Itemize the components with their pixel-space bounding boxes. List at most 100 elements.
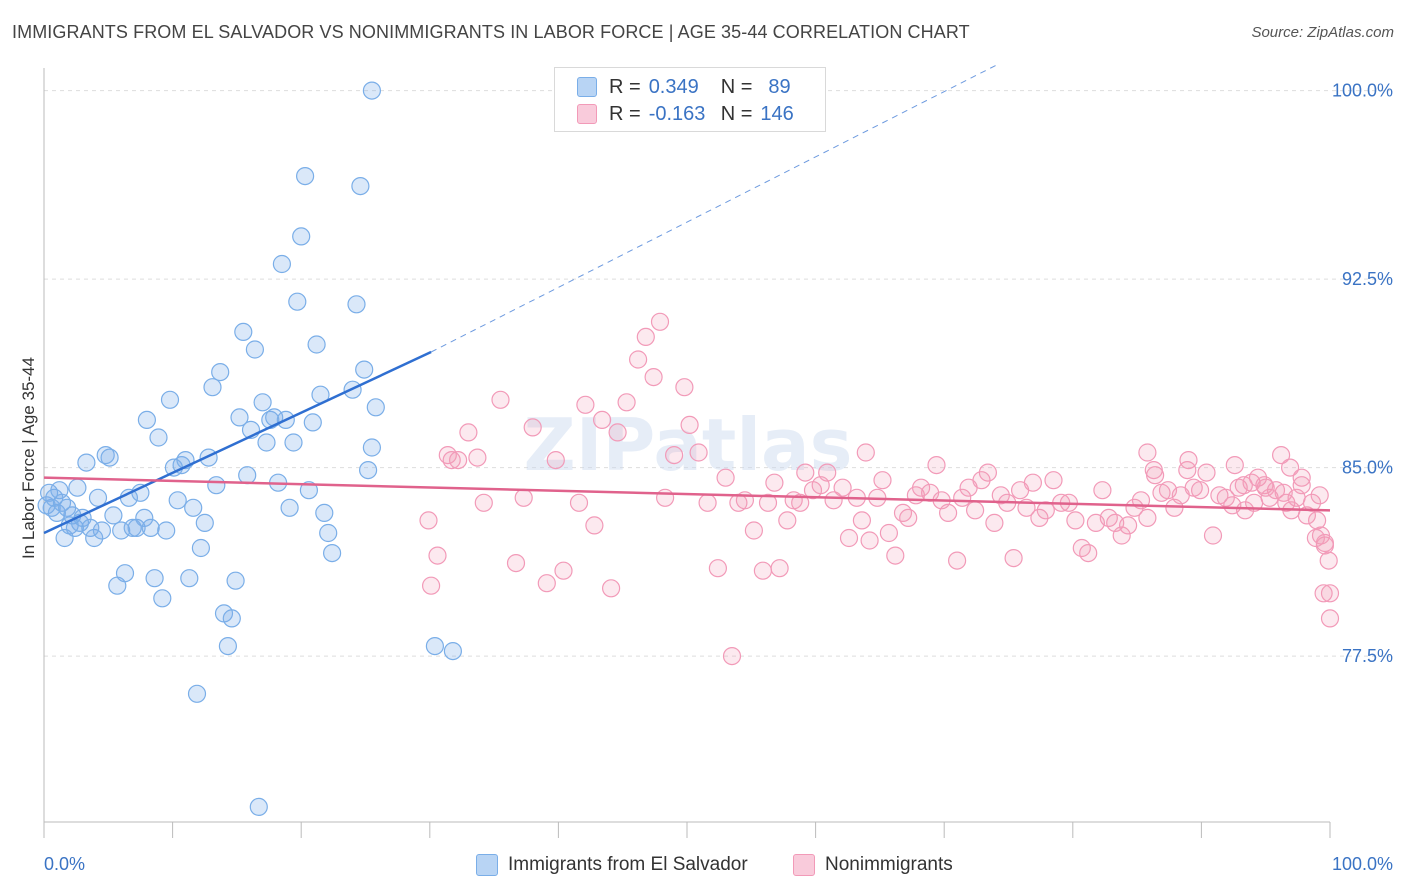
- point-nonimmigrants: [680, 415, 699, 434]
- point-nonimmigrants: [644, 368, 663, 387]
- point-immigrants: [222, 609, 241, 628]
- point-immigrants: [253, 393, 272, 412]
- point-immigrants: [207, 476, 226, 495]
- point-nonimmigrants: [474, 493, 493, 512]
- point-nonimmigrants: [506, 553, 526, 573]
- point-nonimmigrants: [1030, 508, 1049, 528]
- point-immigrants: [272, 254, 291, 274]
- legend-n-value: 146: [760, 102, 794, 125]
- point-nonimmigrants: [1190, 481, 1210, 500]
- point-immigrants: [184, 498, 203, 517]
- point-nonimmigrants: [991, 486, 1010, 505]
- point-nonimmigrants: [1179, 451, 1198, 470]
- point-immigrants: [315, 503, 334, 523]
- point-immigrants: [135, 508, 154, 528]
- point-nonimmigrants: [628, 350, 648, 369]
- y-axis-label: In Labor Force | Age 35-44: [19, 357, 38, 559]
- point-nonimmigrants: [758, 493, 778, 512]
- point-nonimmigrants: [708, 559, 728, 578]
- point-immigrants: [123, 518, 142, 538]
- point-nonimmigrants: [554, 561, 573, 580]
- point-immigrants: [195, 513, 214, 533]
- point-immigrants: [160, 390, 180, 409]
- point-nonimmigrants: [833, 478, 852, 497]
- point-nonimmigrants: [1319, 551, 1338, 570]
- point-immigrants: [351, 177, 370, 196]
- gridlines: [44, 90, 1390, 657]
- point-nonimmigrants: [824, 491, 843, 510]
- point-nonimmigrants: [1004, 548, 1023, 568]
- point-nonimmigrants: [1292, 476, 1311, 495]
- point-nonimmigrants: [1280, 458, 1300, 477]
- point-immigrants: [226, 571, 245, 590]
- point-nonimmigrants: [1310, 486, 1329, 505]
- legend-r-value: -0.163: [648, 102, 706, 125]
- point-nonimmigrants: [1036, 501, 1055, 520]
- trend-layer: [43, 65, 1331, 535]
- point-nonimmigrants: [770, 559, 789, 578]
- point-nonimmigrants: [608, 423, 627, 442]
- y-tick-label: 92.5%: [1342, 269, 1393, 289]
- point-nonimmigrants: [927, 456, 946, 475]
- x-min-label: 0.0%: [44, 854, 85, 874]
- point-nonimmigrants: [1044, 471, 1063, 490]
- point-nonimmigrants: [1118, 516, 1138, 535]
- point-immigrants: [168, 491, 187, 510]
- legend-n-value: 89: [768, 75, 791, 98]
- point-immigrants: [47, 503, 67, 523]
- x-ticks: [43, 822, 1331, 838]
- point-nonimmigrants: [911, 478, 931, 497]
- bottom-legend-label: Nonimmigrants: [825, 854, 953, 875]
- bottom-legend-swatch-blue: [476, 854, 498, 876]
- point-immigrants: [303, 413, 322, 432]
- point-nonimmigrants: [1274, 483, 1293, 502]
- point-immigrants: [323, 543, 342, 563]
- point-immigrants: [104, 506, 123, 525]
- point-nonimmigrants: [839, 528, 859, 548]
- point-nonimmigrants: [617, 393, 636, 412]
- x-max-label: 100.0%: [1332, 854, 1393, 874]
- point-immigrants: [85, 528, 104, 548]
- point-immigrants: [257, 433, 276, 452]
- point-immigrants: [112, 521, 131, 540]
- point-immigrants: [355, 360, 374, 379]
- point-immigrants: [180, 569, 199, 588]
- point-nonimmigrants: [675, 378, 694, 397]
- point-nonimmigrants: [422, 576, 441, 595]
- point-nonimmigrants: [1066, 511, 1085, 530]
- point-immigrants: [230, 408, 249, 427]
- point-nonimmigrants: [468, 448, 487, 467]
- trend-line-nonimmigrants: [43, 476, 1331, 512]
- point-immigrants: [81, 518, 100, 538]
- bottom-legend-blue: Immigrants from El Salvador: [476, 852, 748, 878]
- point-nonimmigrants: [1292, 468, 1311, 487]
- point-nonimmigrants: [1197, 463, 1216, 482]
- point-nonimmigrants: [873, 471, 892, 490]
- point-nonimmigrants: [1144, 461, 1163, 480]
- point-nonimmigrants: [569, 493, 589, 512]
- point-immigrants: [238, 466, 257, 485]
- point-nonimmigrants: [744, 521, 764, 540]
- point-nonimmigrants: [965, 501, 985, 520]
- point-nonimmigrants: [1138, 508, 1157, 528]
- point-nonimmigrants: [879, 523, 899, 543]
- point-nonimmigrants: [1138, 443, 1157, 462]
- point-nonimmigrants: [796, 463, 815, 482]
- bottom-legend-swatch-pink: [793, 854, 815, 876]
- point-immigrants: [288, 292, 307, 311]
- point-immigrants: [115, 564, 135, 583]
- point-nonimmigrants: [818, 463, 837, 482]
- point-nonimmigrants: [546, 451, 565, 470]
- point-immigrants: [92, 521, 112, 540]
- point-nonimmigrants: [899, 508, 918, 528]
- point-immigrants: [100, 448, 119, 467]
- point-nonimmigrants: [514, 488, 533, 507]
- point-nonimmigrants: [698, 493, 717, 512]
- point-nonimmigrants: [601, 579, 621, 598]
- point-nonimmigrants: [1093, 481, 1112, 500]
- point-nonimmigrants: [655, 488, 675, 507]
- point-nonimmigrants: [523, 418, 542, 437]
- stats-legend: R = 0.349 N = 89 R = -0.163 N = 146: [554, 67, 826, 132]
- legend-row-pink: R = -0.163 N = 146: [577, 101, 794, 127]
- chart-source: Source: ZipAtlas.com: [1251, 24, 1394, 41]
